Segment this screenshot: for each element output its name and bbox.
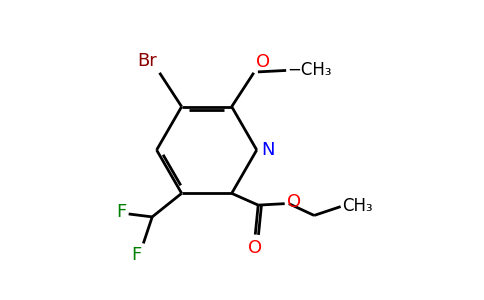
Text: O: O — [248, 239, 262, 257]
Text: N: N — [261, 141, 274, 159]
Text: Br: Br — [137, 52, 157, 70]
Text: −CH₃: −CH₃ — [287, 61, 332, 79]
Text: O: O — [287, 193, 301, 211]
Text: CH₃: CH₃ — [342, 197, 373, 215]
Text: F: F — [132, 246, 142, 264]
Text: F: F — [116, 203, 126, 221]
Text: O: O — [256, 53, 270, 71]
